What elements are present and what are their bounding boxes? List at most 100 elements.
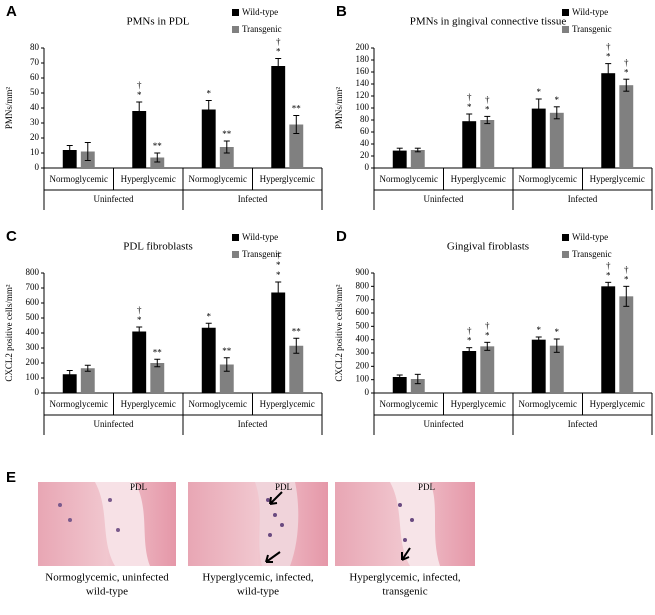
significance-marker: *	[276, 260, 281, 270]
x-tick-label: Hyperglycemic	[121, 174, 176, 184]
image-label: PDL	[130, 482, 147, 492]
significance-marker: **	[292, 326, 302, 336]
bar	[549, 112, 564, 168]
bar	[410, 379, 425, 393]
significance-marker: †	[467, 326, 472, 336]
bar	[619, 296, 634, 393]
significance-marker: †	[624, 264, 629, 274]
legend-label: Wild-type	[242, 232, 278, 242]
x-tick-label: Hyperglycemic	[260, 174, 315, 184]
caption: transgenic	[382, 586, 427, 598]
legend-swatch	[562, 234, 569, 241]
bar	[271, 292, 286, 393]
bar	[549, 345, 564, 393]
significance-marker: *	[206, 311, 211, 321]
significance-marker: *	[606, 52, 611, 62]
y-tick-label: 600	[26, 297, 40, 307]
y-tick-label: 400	[26, 327, 40, 337]
x-tick-label: Normoglycemic	[519, 399, 577, 409]
bar	[132, 111, 147, 168]
significance-marker: †	[276, 250, 281, 260]
micrograph: PDL	[38, 482, 176, 566]
y-tick-label: 700	[26, 282, 40, 292]
y-tick-label: 40	[360, 138, 370, 148]
y-tick-label: 900	[356, 267, 370, 277]
significance-marker: **	[222, 129, 232, 139]
y-tick-label: 120	[356, 90, 370, 100]
y-axis-label: PMNs/mm²	[4, 87, 14, 130]
bar	[462, 351, 477, 393]
significance-marker: *	[624, 274, 629, 284]
x-tick-label: Hyperglycemic	[121, 399, 176, 409]
y-tick-label: 400	[356, 334, 370, 344]
y-tick-label: 100	[356, 374, 370, 384]
significance-marker: *	[536, 325, 541, 335]
legend-label: Transgenic	[572, 249, 612, 259]
x-tick-label: Hyperglycemic	[451, 399, 506, 409]
legend-label: Transgenic	[242, 249, 282, 259]
x-tick-label: Hyperglycemic	[451, 174, 506, 184]
y-tick-label: 500	[26, 312, 40, 322]
significance-marker: *	[137, 315, 142, 325]
bar	[531, 108, 546, 168]
x-tick-label: Hyperglycemic	[260, 399, 315, 409]
legend-label: Wild-type	[572, 232, 608, 242]
significance-marker: *	[137, 90, 142, 100]
panel-letter: D	[336, 228, 347, 245]
legend-label: Wild-type	[242, 7, 278, 17]
bar	[601, 286, 616, 393]
chart-title: PMNs in PDL	[127, 16, 190, 28]
significance-marker: *	[624, 67, 629, 77]
significance-marker: †	[485, 320, 490, 330]
x-tick-label: Normoglycemic	[380, 399, 438, 409]
caption: Hyperglycemic, infected,	[202, 572, 314, 584]
y-tick-label: 800	[26, 267, 40, 277]
bar	[271, 66, 286, 168]
y-tick-label: 0	[35, 387, 40, 397]
chart-title: PDL fibroblasts	[123, 241, 193, 253]
bar	[410, 150, 425, 168]
panel-letter: B	[336, 3, 347, 20]
significance-marker: †	[606, 260, 611, 270]
y-tick-label: 70	[30, 57, 40, 67]
bar	[80, 368, 95, 393]
legend-swatch	[562, 251, 569, 258]
significance-marker: **	[222, 346, 232, 356]
y-axis-label: PMNs/mm²	[334, 87, 344, 130]
bar	[462, 121, 477, 168]
y-tick-label: 0	[365, 162, 370, 172]
image-label: PDL	[418, 482, 435, 492]
legend-swatch	[562, 9, 569, 16]
caption: Normoglycemic, uninfected	[45, 572, 169, 584]
y-tick-label: 300	[356, 347, 370, 357]
legend-swatch	[232, 9, 239, 16]
legend-swatch	[232, 234, 239, 241]
x-tick-label: Normoglycemic	[519, 174, 577, 184]
significance-marker: *	[276, 47, 281, 57]
significance-marker: *	[485, 330, 490, 340]
y-axis-label: CXCL2 positive cells/mm²	[334, 284, 344, 381]
significance-marker: *	[555, 95, 560, 105]
significance-marker: **	[292, 104, 302, 114]
bar	[601, 73, 616, 168]
significance-marker: †	[624, 57, 629, 67]
y-tick-label: 40	[30, 102, 40, 112]
y-tick-label: 200	[26, 357, 40, 367]
y-tick-label: 700	[356, 294, 370, 304]
y-tick-label: 30	[30, 117, 40, 127]
y-tick-label: 20	[360, 150, 370, 160]
group-label: Uninfected	[424, 419, 464, 429]
panel-letter: A	[6, 3, 17, 20]
significance-marker: †	[485, 94, 490, 104]
x-tick-label: Normoglycemic	[380, 174, 438, 184]
bar	[150, 157, 165, 168]
y-tick-label: 50	[30, 87, 40, 97]
x-tick-label: Normoglycemic	[189, 399, 247, 409]
y-tick-label: 300	[26, 342, 40, 352]
significance-marker: **	[153, 347, 163, 357]
y-tick-label: 160	[356, 66, 370, 76]
group-label: Infected	[238, 194, 268, 204]
bar	[62, 374, 77, 393]
bar	[289, 345, 304, 393]
